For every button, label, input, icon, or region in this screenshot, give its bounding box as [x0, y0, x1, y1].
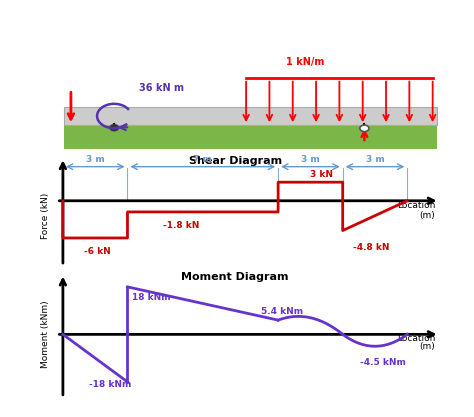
Text: 5.4 kNm: 5.4 kNm — [261, 307, 303, 317]
Text: Moment (kNm): Moment (kNm) — [41, 301, 50, 368]
Text: Location: Location — [397, 201, 435, 210]
Text: 36 kN m: 36 kN m — [139, 83, 184, 93]
Bar — [64, 125, 437, 149]
Text: Moment Diagram: Moment Diagram — [182, 272, 289, 282]
Bar — [64, 107, 437, 125]
Text: -4.5 kNm: -4.5 kNm — [360, 357, 406, 367]
Text: Location: Location — [397, 334, 435, 343]
Text: 3 m: 3 m — [301, 155, 320, 164]
Text: -6 kN: -6 kN — [84, 247, 111, 256]
Text: (m): (m) — [419, 342, 435, 351]
Text: 3 m: 3 m — [365, 155, 384, 164]
Text: -4.8 kN: -4.8 kN — [354, 243, 390, 252]
Text: 3 kN: 3 kN — [310, 170, 333, 179]
Text: 18 kNm: 18 kNm — [132, 293, 170, 302]
Circle shape — [110, 125, 118, 131]
Text: (m): (m) — [419, 211, 435, 220]
Text: 3 m: 3 m — [86, 155, 105, 164]
Text: Shear Diagram: Shear Diagram — [189, 156, 282, 166]
Text: 7 m: 7 m — [193, 155, 212, 164]
Text: Force (kN): Force (kN) — [41, 193, 50, 239]
Text: 1 kN/m: 1 kN/m — [286, 57, 324, 67]
Text: -18 kNm: -18 kNm — [89, 380, 131, 389]
Text: -1.8 kN: -1.8 kN — [163, 221, 200, 230]
Circle shape — [360, 125, 369, 132]
